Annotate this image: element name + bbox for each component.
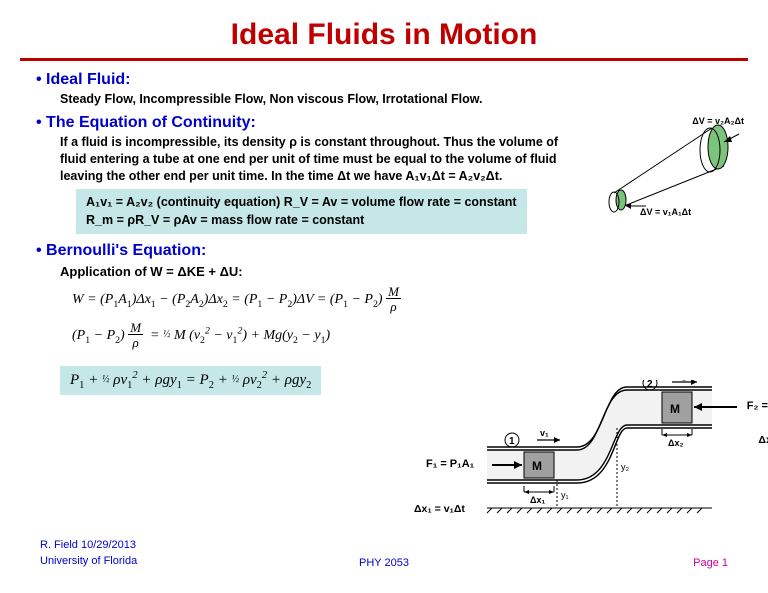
footer-institution: University of Florida bbox=[40, 554, 137, 569]
svg-text:Δx₂: Δx₂ bbox=[668, 438, 683, 448]
svg-text:2: 2 bbox=[647, 380, 653, 390]
svg-text:M: M bbox=[532, 459, 542, 473]
continuity-line2: R_m = ρR_V = ρAv = mass flow rate = cons… bbox=[86, 211, 517, 230]
force-label-f2: F₂ = P₂A₂ bbox=[747, 400, 768, 412]
pipe-diagram: M M 1 2 v₁ v₂ Δx₁ Δx₂ y bbox=[482, 380, 742, 520]
bernoulli-equation-box: P1 + ½ ρv12 + ρgy1 = P2 + ½ ρv22 + ρgy2 bbox=[60, 366, 321, 395]
svg-text:1: 1 bbox=[509, 436, 515, 447]
title-rule bbox=[20, 58, 748, 61]
svg-text:y₁: y₁ bbox=[561, 490, 569, 500]
footer-page: Page 1 bbox=[693, 557, 728, 569]
force-label-f1: F₁ = P₁A₁ bbox=[426, 458, 474, 470]
page-title: Ideal Fluids in Motion bbox=[32, 18, 736, 52]
svg-text:M: M bbox=[670, 402, 680, 416]
section-continuity-body: If a fluid is incompressible, its densit… bbox=[60, 134, 580, 185]
svg-text:v₁: v₁ bbox=[540, 428, 549, 438]
tube-diagram: ΔV = v₂A₂Δt ΔV = v₁A₁Δt bbox=[584, 120, 744, 215]
tube-svg bbox=[584, 120, 744, 215]
work-equation: W = (P1A1)Δx1 − (P2A2)Δx2 = (P1 − P2)ΔV … bbox=[72, 285, 736, 315]
continuity-equation-box: A₁v₁ = A₂v₂ (continuity equation) R_V = … bbox=[76, 189, 527, 235]
svg-text:y₂: y₂ bbox=[621, 462, 630, 472]
section-bernoulli-heading: Bernoulli's Equation: bbox=[36, 242, 736, 260]
energy-equation: (P1 − P2) Mρ = ½ M (v22 − v12) + Mg(y2 −… bbox=[72, 321, 736, 351]
dx1-label: Δx₁ = v₁Δt bbox=[414, 503, 465, 515]
section-ideal-fluid-heading: Ideal Fluid: bbox=[36, 71, 736, 89]
bernoulli-application: Application of W = ΔKE + ΔU: bbox=[60, 264, 736, 279]
footer-author: R. Field 10/29/2013 bbox=[40, 538, 137, 553]
tube-label-top: ΔV = v₂A₂Δt bbox=[692, 116, 744, 126]
svg-text:v₂: v₂ bbox=[677, 380, 686, 382]
svg-text:Δx₁: Δx₁ bbox=[530, 495, 545, 505]
section-ideal-fluid-body: Steady Flow, Incompressible Flow, Non vi… bbox=[60, 91, 580, 108]
tube-label-bottom: ΔV = v₁A₁Δt bbox=[640, 207, 691, 217]
continuity-line1: A₁v₁ = A₂v₂ (continuity equation) R_V = … bbox=[86, 193, 517, 212]
slide-footer: R. Field 10/29/2013 University of Florid… bbox=[40, 538, 728, 569]
dx2-label: Δx₂ = v₂Δt bbox=[758, 434, 768, 446]
pipe-svg: M M 1 2 v₁ v₂ Δx₁ Δx₂ y bbox=[482, 380, 742, 520]
footer-course: PHY 2053 bbox=[359, 557, 409, 569]
